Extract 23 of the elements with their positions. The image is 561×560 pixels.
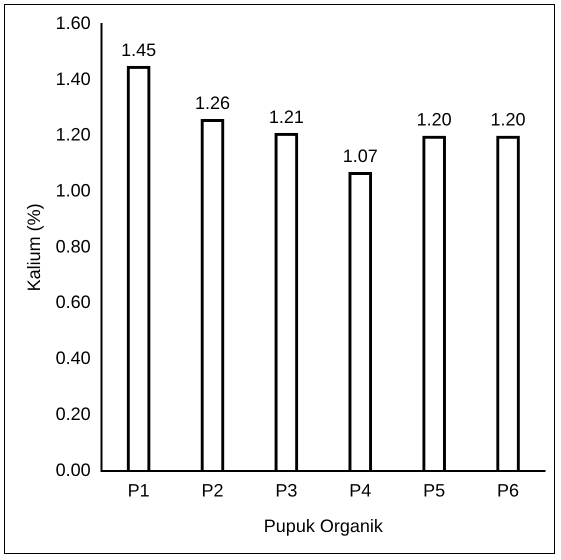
y-tick-label: 1.40: [56, 68, 91, 89]
y-tick-label: 1.60: [56, 12, 91, 33]
x-axis-title: Pupuk Organik: [264, 516, 384, 536]
data-label: 1.45: [121, 40, 156, 60]
data-label: 1.20: [416, 110, 452, 130]
data-label: 1.20: [490, 110, 526, 130]
y-tick-label: 1.00: [56, 180, 91, 201]
y-tick-label: 0.80: [56, 236, 91, 256]
x-tick-label: P4: [349, 480, 372, 501]
x-tick-label: P5: [423, 480, 446, 501]
data-label: 1.26: [194, 92, 230, 113]
y-tick-label: 1.20: [56, 124, 91, 145]
x-tick-label: P1: [128, 480, 150, 501]
y-tick-label: 0.40: [56, 348, 91, 368]
data-label: 1.07: [342, 146, 378, 166]
y-tick-label: 0.60: [56, 292, 91, 312]
x-tick-label: P3: [275, 480, 298, 501]
y-tick-label: 0.00: [56, 460, 91, 480]
data-label: 1.21: [268, 106, 304, 127]
y-tick-label: 0.20: [56, 404, 91, 424]
x-tick-label: P2: [201, 480, 224, 501]
y-axis-title: Kalium (%): [24, 203, 44, 292]
x-tick-label: P6: [497, 480, 520, 501]
